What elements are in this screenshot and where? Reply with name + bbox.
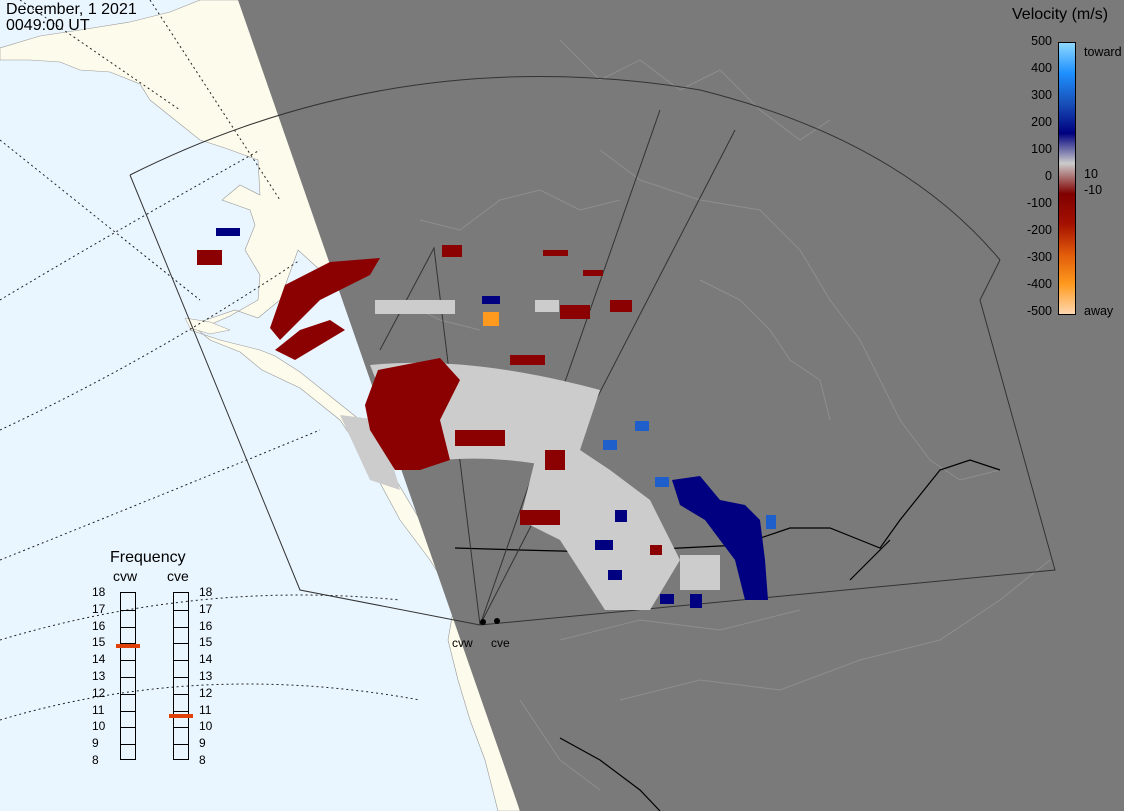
colorbar-tick: 0 [1045, 169, 1052, 183]
frequency-gridline [121, 693, 135, 695]
coastlines-night [399, 39, 1051, 791]
frequency-scale-label: 11 [92, 702, 105, 717]
frequency-scale-label: 8 [92, 753, 99, 767]
velocity-toward-cells [216, 228, 768, 608]
radar-label-cve: cve [491, 636, 510, 650]
colorbar-tick: 400 [1031, 61, 1052, 75]
frequency-gridline [121, 744, 135, 746]
frequency-gridline [174, 677, 188, 678]
velocity-blue-cells [603, 421, 776, 529]
frequency-scale-cve [173, 592, 189, 760]
frequency-scale-cvw [120, 592, 136, 760]
frequency-gridline [174, 609, 188, 611]
colorbar-tick: -100 [1026, 196, 1052, 210]
frequency-scale-label: 12 [199, 685, 213, 700]
colorbar-tick: 300 [1031, 88, 1052, 102]
frequency-scale-label: 13 [199, 669, 213, 683]
radar-label-cvw: cvw [452, 636, 473, 650]
frequency-scale-label: 14 [199, 652, 213, 667]
colorbar-tick: 100 [1031, 142, 1052, 156]
frequency-scale-label: 9 [92, 736, 99, 751]
frequency-scale-label: 9 [199, 736, 206, 751]
frequency-gridline [121, 727, 135, 729]
frequency-gridline [121, 660, 135, 662]
frequency-gridline [174, 710, 188, 712]
frequency-gridline [121, 609, 135, 611]
frequency-scale-label: 10 [92, 719, 106, 734]
frequency-scale-label: 8 [199, 753, 206, 767]
night-side [238, 0, 1124, 811]
frequency-title: Frequency [110, 549, 186, 566]
frequency-marker-cvw [116, 643, 140, 648]
graticule [0, 0, 421, 721]
frequency-gridline [174, 643, 188, 645]
frequency-gridline [174, 660, 188, 662]
frequency-gridline [174, 744, 188, 746]
frequency-gridline [121, 677, 135, 678]
velocity-away-cells [197, 245, 662, 555]
colorbar-tick: -500 [1026, 304, 1052, 318]
frequency-scale-label: 18 [199, 585, 213, 599]
frequency-gridline [174, 727, 188, 729]
frequency-gridline [121, 626, 135, 628]
radar-sites [480, 618, 500, 625]
frequency-scale-label: 13 [92, 669, 106, 683]
frequency-scale-label: 14 [92, 652, 106, 667]
frequency-scale-label: 17 [92, 601, 106, 616]
frequency-gridline [121, 710, 135, 712]
velocity-colorbar [1058, 42, 1076, 315]
colorbar-inner-tick-10: 10 [1084, 167, 1098, 181]
freq-site-cvw: cvw [113, 568, 138, 584]
frequency-gridline [174, 626, 188, 628]
frequency-marker-cve [169, 714, 193, 719]
frequency-scale-label: 16 [92, 618, 106, 633]
colorbar-tick: 500 [1031, 34, 1052, 48]
velocity-orange-cell [483, 312, 499, 326]
colorbar-inner-tick-minus10: -10 [1084, 183, 1103, 197]
frequency-scale-label: 17 [199, 601, 213, 616]
frequency-scale-label: 16 [199, 618, 213, 633]
frequency-scale-label: 10 [199, 719, 213, 734]
frequency-scale-label: 12 [92, 685, 106, 700]
frequency-scale-label: 11 [199, 702, 212, 717]
time-label: 0049:00 UT [6, 17, 90, 34]
frequency-scale-label: 15 [92, 635, 106, 650]
frequency-scale-label: 15 [199, 635, 213, 650]
frequency-scale-label: 18 [92, 585, 106, 599]
colorbar-tick: -300 [1026, 250, 1052, 264]
colorbar-tick: 200 [1031, 115, 1052, 129]
colorbar-tick: -200 [1026, 223, 1052, 237]
date-label: December, 1 2021 [6, 1, 137, 18]
colorbar-title: Velocity (m/s) [1012, 6, 1109, 23]
aleutian-islands [184, 317, 231, 335]
away-label: away [1084, 304, 1114, 318]
toward-label: toward [1084, 45, 1122, 59]
frequency-gridline [174, 693, 188, 695]
freq-site-cve: cve [167, 568, 189, 584]
colorbar-tick: -400 [1026, 277, 1052, 291]
